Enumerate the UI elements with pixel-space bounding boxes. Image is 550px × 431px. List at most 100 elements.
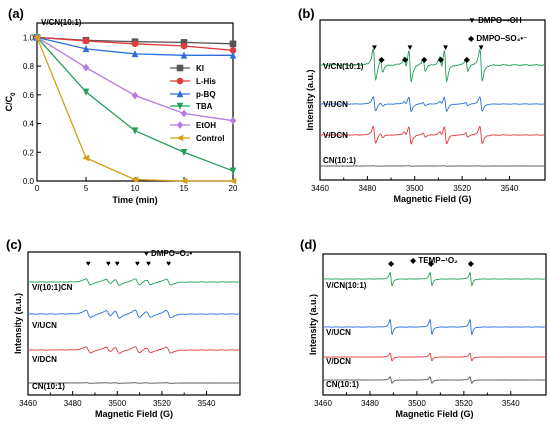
trace-label: V/DCN xyxy=(323,131,348,140)
legend-label: ▼ DMPO−•OH xyxy=(468,16,522,25)
series-etoh xyxy=(33,33,237,125)
trace-label: CN(10:1) xyxy=(32,382,65,391)
trace-line xyxy=(319,96,546,113)
data-point xyxy=(82,37,90,45)
y-tick-label: 0.4 xyxy=(23,120,35,129)
trace-line xyxy=(27,278,241,286)
data-point xyxy=(131,50,139,58)
legend-entry: L-His xyxy=(170,77,217,86)
trace-v-dcn: V/DCN xyxy=(27,346,241,364)
trace-label: V/CN(10:1) xyxy=(326,281,367,290)
y-axis-title: Intensity (a.u.) xyxy=(13,293,23,354)
x-tick-label: 3540 xyxy=(501,184,519,193)
x-tick-label: 0 xyxy=(35,184,40,193)
x-axis-title: Magnetic Field (G) xyxy=(95,409,173,419)
trace-v-10-1-cn: V/(10:1)CN xyxy=(27,278,241,292)
legend-marker xyxy=(176,77,184,85)
trace-label: V/DCN xyxy=(326,357,351,366)
trace-label: V/UCN xyxy=(323,100,348,109)
x-tick-label: 3520 xyxy=(153,399,171,408)
trace-label: V/DCN xyxy=(32,355,57,364)
legend-entry: KI xyxy=(170,64,204,73)
trace-v-cn-10-1-: V/CN(10:1) xyxy=(322,271,547,290)
y-tick-label: 0.8 xyxy=(23,62,35,71)
temp-peak-marker: ◆ xyxy=(388,259,395,268)
series-control xyxy=(33,34,237,185)
o2-peak-marker: ♥ xyxy=(115,259,120,268)
x-tick-label: 3540 xyxy=(502,399,520,408)
legend-marker xyxy=(176,90,184,98)
panel-label-b: (b) xyxy=(298,6,315,21)
trace-label: V/(10:1)CN xyxy=(32,283,73,292)
legend-label: EtOH xyxy=(196,121,216,130)
legend-label: ◆ TEMP−¹O₂ xyxy=(410,256,458,265)
legend-label: KI xyxy=(196,64,204,73)
x-tick-label: 3460 xyxy=(314,399,332,408)
data-point xyxy=(180,177,188,185)
panel-label-a: (a) xyxy=(8,6,24,21)
so4-peak-marker: ◆ xyxy=(464,55,471,64)
x-tick-label: 20 xyxy=(229,184,238,193)
legend-label: p-BQ xyxy=(196,90,216,99)
trace-line xyxy=(27,346,241,354)
data-point xyxy=(180,39,188,46)
trace-line xyxy=(320,165,546,167)
legend-entry: Control xyxy=(170,134,224,143)
x-tick-label: 3500 xyxy=(406,184,424,193)
legend-label: Control xyxy=(196,134,224,143)
y-tick-label: 0.0 xyxy=(23,177,35,186)
oh-peak-marker: ▼ xyxy=(477,43,485,52)
legend-entry: p-BQ xyxy=(170,90,216,99)
legend-label: ◆ DMPO−SO₄•⁻ xyxy=(468,34,527,43)
panel-label-d: (d) xyxy=(300,237,317,252)
o2-peak-marker: ♥ xyxy=(106,259,111,268)
x-tick-label: 15 xyxy=(180,184,189,193)
oh-peak-marker: ▼ xyxy=(406,43,414,52)
legend-entry: TBA xyxy=(170,102,213,111)
x-tick-label: 10 xyxy=(131,184,140,193)
legend-marker xyxy=(176,102,184,110)
data-point xyxy=(131,176,139,183)
so4-peak-marker: ◆ xyxy=(402,55,409,64)
data-point xyxy=(180,51,188,59)
trace-v-ucn: V/UCN xyxy=(319,96,546,113)
data-point xyxy=(82,88,90,96)
legend-marker xyxy=(176,121,184,129)
panel-label-c: (c) xyxy=(6,237,22,252)
data-point xyxy=(131,91,139,100)
trace-v-dcn: V/DCN xyxy=(322,352,547,366)
trace-v-ucn: V/UCN xyxy=(27,309,241,330)
x-tick-label: 3480 xyxy=(361,399,379,408)
legend-label: L-His xyxy=(196,77,217,86)
so4-peak-marker: ◆ xyxy=(421,55,428,64)
data-point xyxy=(229,40,237,48)
oh-peak-marker: ▼ xyxy=(371,43,379,52)
trace-line xyxy=(27,309,241,319)
data-point xyxy=(82,45,90,53)
o2-peak-marker: ♥ xyxy=(146,259,151,268)
data-point xyxy=(82,154,90,162)
data-point xyxy=(229,116,237,125)
x-axis-title: Magnetic Field (G) xyxy=(395,409,473,419)
data-point xyxy=(229,167,237,175)
y-axis-title: Intensity (a.u.) xyxy=(305,69,315,130)
x-tick-label: 3480 xyxy=(64,399,82,408)
legend-label: ♥ DMPO−O₂•⁻ xyxy=(144,249,196,258)
temp-peak-marker: ◆ xyxy=(428,259,435,268)
trace-line xyxy=(322,352,547,362)
data-point xyxy=(229,177,237,185)
x-tick-label: 3460 xyxy=(311,184,329,193)
legend-marker xyxy=(176,134,184,142)
x-tick-label: 3480 xyxy=(358,184,376,193)
trace-line xyxy=(322,271,547,287)
trace-label: V/CN(10:1) xyxy=(323,62,364,71)
trace-line xyxy=(28,382,241,384)
y-tick-label: 0.6 xyxy=(23,91,35,100)
so4-peak-marker: ◆ xyxy=(438,55,445,64)
trace-v-cn-10-1-: V/CN(10:1) xyxy=(319,47,546,83)
data-point xyxy=(131,127,139,135)
y-axis-title: Intensity (a.u.) xyxy=(308,294,318,355)
trace-v-dcn: V/DCN xyxy=(319,125,546,145)
data-point xyxy=(82,63,90,72)
